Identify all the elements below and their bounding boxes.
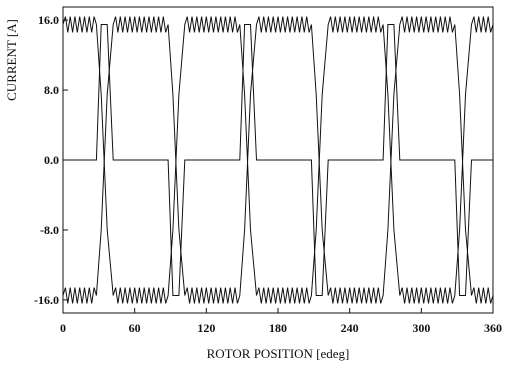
x-tick-label: 360 [484,321,502,335]
y-tick-label: -8.0 [40,223,59,237]
ticks-layer: 0 60 120 180 240 300 360 16.0 8.0 0.0 -8.0 -16.0 [34,13,502,335]
y-tick-label: 8.0 [44,83,59,97]
y-axis-title: CURRENT [A] [4,19,19,101]
x-tick-label: 300 [412,321,430,335]
series-layer [62,16,494,304]
x-tick-label: 120 [197,321,215,335]
series-line-1 [62,16,494,304]
x-axis-title: ROTOR POSITION [edeg] [207,346,350,361]
x-tick-label: 180 [269,321,287,335]
x-tick-label: 60 [129,321,141,335]
y-tick-label: 0.0 [44,153,59,167]
x-tick-label: 240 [341,321,359,335]
y-tick-label: -16.0 [34,293,59,307]
y-tick-label: 16.0 [38,13,59,27]
series-line-3 [63,24,493,296]
series-line-2 [62,16,494,304]
x-tick-label: 0 [60,321,66,335]
